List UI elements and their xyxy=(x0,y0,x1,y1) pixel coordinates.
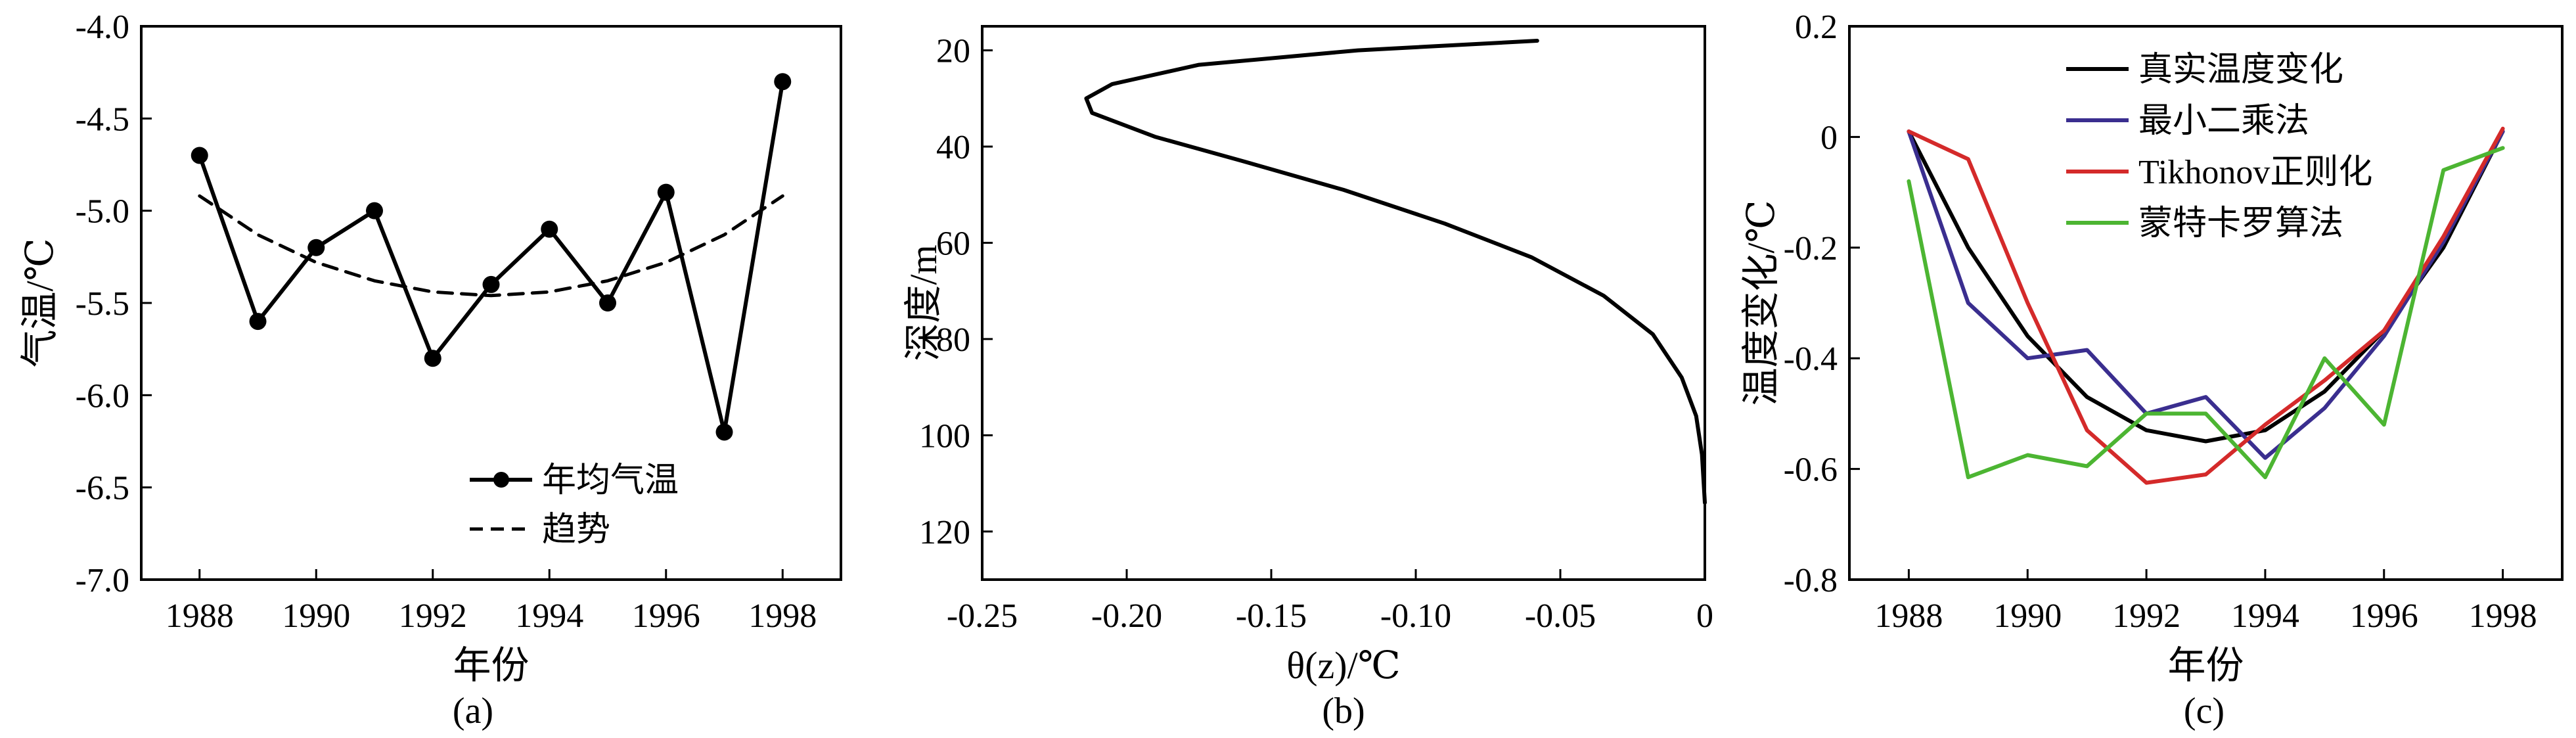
data-point xyxy=(657,183,675,201)
y-tick-label: 40 xyxy=(936,129,970,166)
x-tick-label: -0.05 xyxy=(1525,597,1596,635)
x-tick-label: -0.10 xyxy=(1380,597,1451,635)
series-line-2 xyxy=(1907,129,2505,460)
x-axis-title: 年份 xyxy=(2167,644,2244,687)
subfigure-label: (c) xyxy=(2184,691,2225,731)
chart-panel-2: -0.25 -0.20 -0.15 -0.10 -0.05 0 20 40 60 80 100 120… xyxy=(902,25,1713,731)
series-line-1 xyxy=(197,80,785,434)
data-point xyxy=(366,202,383,219)
x-axis-title: θ(z)/℃ xyxy=(1286,644,1400,687)
data-point xyxy=(774,73,792,91)
x-tick-label: -0.15 xyxy=(1236,597,1307,635)
y-tick-label: -4.5 xyxy=(76,101,129,138)
x-tick-label: -0.20 xyxy=(1091,597,1162,635)
subfigure-label: (a) xyxy=(453,691,493,731)
series-line-2 xyxy=(198,194,784,298)
x-tick-label: 1988 xyxy=(166,597,234,635)
data-point xyxy=(482,275,500,293)
data-point xyxy=(541,220,558,238)
y-tick-label: 20 xyxy=(936,33,970,70)
x-tick-label: 1998 xyxy=(2469,597,2537,635)
chart-panel-3: 1988 1990 1992 1994 1996 1998 0.2 0 -0.2 -0.4 -0.6… xyxy=(1740,9,2564,731)
data-point xyxy=(599,294,616,311)
x-tick-label: 1996 xyxy=(632,597,700,635)
y-tick-label: -5.5 xyxy=(76,285,129,323)
plot-frame xyxy=(1848,25,2564,581)
subfigure-label: (b) xyxy=(1322,691,1365,731)
y-axis-title: 温度变化/℃ xyxy=(1740,200,1782,406)
x-tick-label: 1988 xyxy=(1874,597,1943,635)
x-tick-label: 1992 xyxy=(399,597,467,635)
series-line-3 xyxy=(1907,126,2505,485)
y-tick-label: 100 xyxy=(919,417,970,455)
y-tick-label: 80 xyxy=(936,321,970,359)
series-line-4 xyxy=(1907,146,2505,480)
y-tick-label: -0.6 xyxy=(1784,451,1838,489)
y-tick-label: -0.4 xyxy=(1784,340,1838,378)
x-tick-label: 1990 xyxy=(1993,597,2062,635)
y-tick-label: 0.2 xyxy=(1795,9,1838,46)
data-point xyxy=(249,313,267,331)
x-tick-label: 1992 xyxy=(2112,597,2181,635)
y-tick-label: -4.0 xyxy=(76,9,129,46)
plot-frame xyxy=(981,25,1706,581)
y-axis-title: 气温/℃ xyxy=(18,239,61,368)
x-tick-label: -0.25 xyxy=(947,597,1018,635)
y-tick-label: 0 xyxy=(1820,119,1838,156)
x-tick-label: 1994 xyxy=(515,597,583,635)
legend-label: Tikhonov正则化 xyxy=(2138,154,2372,191)
y-tick-label: -5.0 xyxy=(76,193,129,231)
plot-frame xyxy=(140,25,842,581)
y-tick-label: -0.8 xyxy=(1784,562,1838,599)
data-point xyxy=(715,423,733,441)
y-tick-label: -6.5 xyxy=(76,470,129,507)
y-tick-label: -7.0 xyxy=(76,562,129,599)
y-tick-label: -6.0 xyxy=(76,377,129,415)
x-tick-label: 1990 xyxy=(282,597,350,635)
legend-label: 趋势 xyxy=(542,511,610,549)
series-line-1 xyxy=(1084,39,1707,505)
data-point xyxy=(191,147,208,164)
legend-marker xyxy=(493,472,509,488)
y-tick-label: 60 xyxy=(936,225,970,262)
data-point xyxy=(307,239,325,256)
x-tick-label: 1994 xyxy=(2231,597,2299,635)
x-tick-label: 1998 xyxy=(748,597,817,635)
data-point xyxy=(424,350,441,367)
x-axis-title: 年份 xyxy=(453,644,529,687)
y-axis-title: 深度/m xyxy=(902,244,945,361)
legend-label: 年均气温 xyxy=(542,462,679,499)
legend-label: 真实温度变化 xyxy=(2138,51,2343,89)
x-tick-label: 0 xyxy=(1696,597,1713,635)
y-tick-label: 120 xyxy=(919,514,970,551)
legend-label: 最小二乘法 xyxy=(2138,103,2309,140)
x-tick-label: 1996 xyxy=(2350,597,2418,635)
chart-panel-1: 1988 1990 1992 1994 1996 1998 -4.0 -4.5 -5.0 -5.5… xyxy=(18,9,842,731)
y-tick-label: -0.2 xyxy=(1784,230,1838,267)
legend-label: 蒙特卡罗算法 xyxy=(2138,205,2343,242)
